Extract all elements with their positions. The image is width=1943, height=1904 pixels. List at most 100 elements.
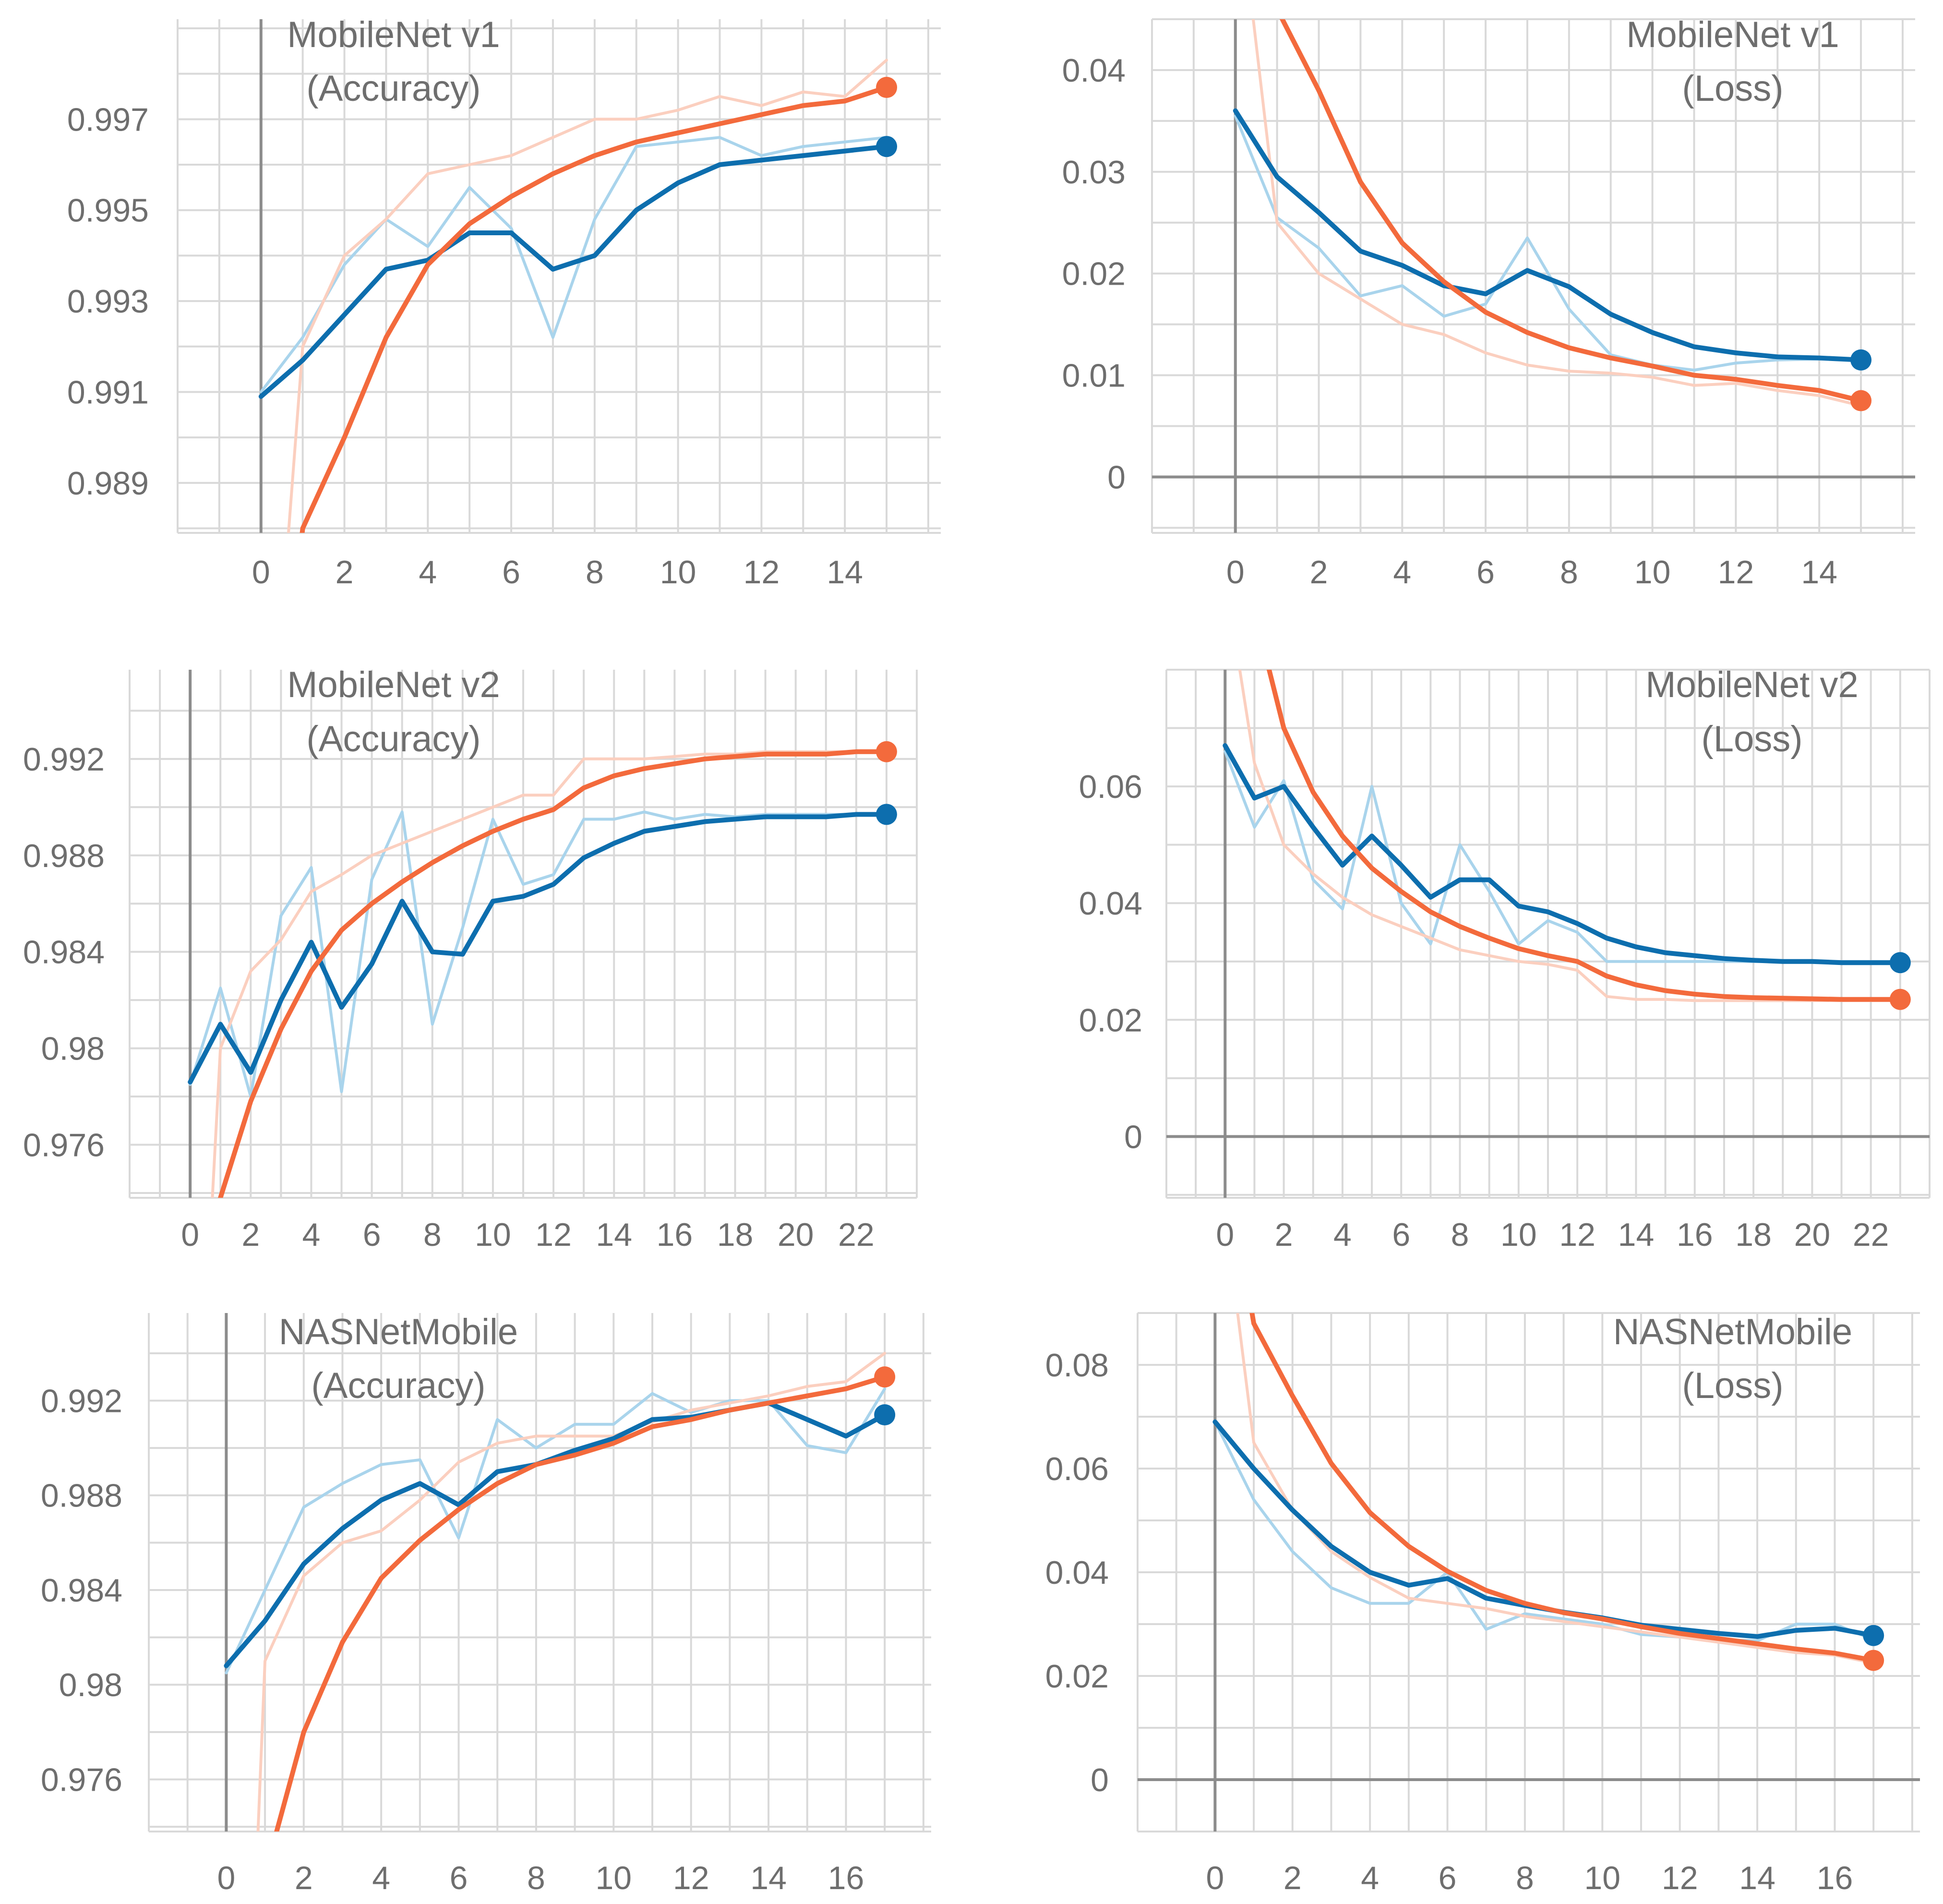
x-tick-label: 4 bbox=[419, 554, 437, 590]
y-tick-label: 0.04 bbox=[1045, 1555, 1109, 1591]
y-tick-label: 0.08 bbox=[1045, 1347, 1109, 1384]
chart-subtitle: (Loss) bbox=[1682, 1365, 1783, 1406]
y-tick-label: 0.06 bbox=[1045, 1451, 1109, 1487]
x-tick-label: 10 bbox=[1634, 554, 1671, 590]
x-tick-label: 4 bbox=[302, 1217, 321, 1253]
series-line-blue-smoothed bbox=[1223, 743, 1903, 965]
y-tick-label: 0.984 bbox=[41, 1572, 122, 1609]
chart-subtitle: (Accuracy) bbox=[306, 68, 480, 109]
series-endpoint-blue[interactable] bbox=[876, 804, 897, 825]
chart-subtitle: (Loss) bbox=[1701, 719, 1802, 759]
x-tick-label: 8 bbox=[1516, 1860, 1534, 1896]
series-line-orange-raw bbox=[287, 59, 888, 533]
x-tick-label: 0 bbox=[217, 1860, 235, 1896]
x-tick-label: 20 bbox=[778, 1217, 814, 1253]
series-line-orange-smoothed bbox=[1279, 19, 1863, 403]
x-tick-label: 14 bbox=[1739, 1860, 1775, 1896]
chart-subtitle: (Accuracy) bbox=[311, 1365, 485, 1406]
y-tick-label: 0.993 bbox=[67, 283, 149, 320]
x-tick-label: 12 bbox=[673, 1860, 709, 1896]
chart-title: NASNetMobile bbox=[1613, 1312, 1852, 1352]
plot-area bbox=[1223, 670, 1903, 1002]
x-tick-label: 2 bbox=[1275, 1217, 1293, 1253]
chart-panel-mnv2-acc: 0 2 4 6 8 10 12 14 16 18 20 22 0.976 0.98 0.984 0.988 0.… bbox=[23, 664, 918, 1253]
x-tick-label: 10 bbox=[1584, 1860, 1620, 1896]
x-tick-label: 12 bbox=[1559, 1217, 1595, 1253]
x-tick-label: 12 bbox=[744, 554, 780, 590]
series-line-blue-raw bbox=[259, 136, 888, 394]
x-tick-label: 12 bbox=[535, 1217, 572, 1253]
y-tick-label: 0.04 bbox=[1062, 52, 1126, 89]
x-tick-label: 4 bbox=[372, 1860, 390, 1896]
series-endpoint-orange[interactable] bbox=[876, 741, 897, 762]
plot-area bbox=[1233, 19, 1863, 408]
x-tick-label: 10 bbox=[475, 1217, 511, 1253]
y-tick-label: 0.988 bbox=[41, 1478, 122, 1514]
x-tick-label: 20 bbox=[1794, 1217, 1831, 1253]
x-tick-label: 6 bbox=[1392, 1217, 1410, 1253]
chart-subtitle: (Loss) bbox=[1682, 68, 1783, 109]
x-tick-label: 6 bbox=[450, 1860, 468, 1896]
y-tick-label: 0.98 bbox=[59, 1667, 122, 1703]
series-line-blue-raw bbox=[1213, 1420, 1875, 1642]
y-tick-label: 0.02 bbox=[1045, 1658, 1109, 1695]
x-tick-label: 16 bbox=[828, 1860, 864, 1896]
y-tick-label: 0 bbox=[1107, 459, 1126, 495]
plot-area bbox=[1212, 1313, 1876, 1664]
plot-area bbox=[224, 1351, 888, 1832]
y-tick-label: 0.976 bbox=[41, 1762, 122, 1798]
x-tick-label: 14 bbox=[1618, 1217, 1655, 1253]
y-tick-label: 0.04 bbox=[1079, 885, 1142, 922]
x-tick-label: 10 bbox=[595, 1860, 632, 1896]
chart-title: MobileNet v2 bbox=[287, 664, 500, 705]
series-line-orange-raw bbox=[1251, 19, 1862, 408]
series-endpoint-orange[interactable] bbox=[1889, 988, 1911, 1010]
series-line-blue-smoothed bbox=[258, 144, 889, 399]
y-tick-label: 0.992 bbox=[23, 741, 105, 778]
y-tick-label: 0 bbox=[1124, 1119, 1142, 1155]
series-endpoint-orange[interactable] bbox=[1863, 1650, 1884, 1671]
x-tick-label: 0 bbox=[252, 554, 270, 590]
y-tick-label: 0.991 bbox=[67, 374, 149, 410]
series-endpoint-blue[interactable] bbox=[874, 1404, 896, 1426]
x-tick-label: 16 bbox=[1677, 1217, 1713, 1253]
y-tick-label: 0.01 bbox=[1062, 358, 1126, 394]
x-tick-label: 4 bbox=[1393, 554, 1411, 590]
x-tick-label: 6 bbox=[1476, 554, 1495, 590]
y-tick-label: 0.02 bbox=[1079, 1002, 1142, 1038]
series-endpoint-blue[interactable] bbox=[876, 136, 898, 157]
series-line-blue-smoothed bbox=[188, 812, 889, 1085]
x-tick-label: 2 bbox=[336, 554, 354, 590]
x-tick-label: 14 bbox=[596, 1217, 632, 1253]
x-tick-label: 4 bbox=[1333, 1217, 1352, 1253]
x-tick-label: 18 bbox=[1735, 1217, 1772, 1253]
y-tick-label: 0.995 bbox=[67, 193, 149, 229]
chart-title: NASNetMobile bbox=[279, 1312, 518, 1352]
x-tick-label: 6 bbox=[363, 1217, 381, 1253]
series-endpoint-blue[interactable] bbox=[1863, 1625, 1884, 1646]
chart-panel-nas-loss: 0 2 4 6 8 10 12 14 16 0 0.02 0.04 0.06 0.08 NASNetMobi… bbox=[1045, 1312, 1920, 1896]
y-tick-label: 0.03 bbox=[1062, 154, 1126, 191]
x-tick-label: 16 bbox=[1817, 1860, 1853, 1896]
series-line-orange-smoothed bbox=[1249, 1313, 1876, 1663]
chart-panel-nas-acc: 0 2 4 6 8 10 12 14 16 0.976 0.98 0.984 0.988 0.992 NAS… bbox=[41, 1312, 931, 1896]
series-endpoint-blue[interactable] bbox=[1889, 952, 1911, 974]
series-line-orange-raw bbox=[1236, 1313, 1875, 1664]
chart-panel-mnv1-acc: 0 2 4 6 8 10 12 14 0.989 0.991 0.993 0.995 0.997 Mobi… bbox=[67, 14, 941, 590]
x-tick-label: 22 bbox=[1853, 1217, 1889, 1253]
series-endpoint-orange[interactable] bbox=[876, 77, 898, 98]
series-endpoint-blue[interactable] bbox=[1850, 349, 1872, 371]
y-tick-label: 0 bbox=[1091, 1762, 1109, 1798]
series-endpoint-orange[interactable] bbox=[1850, 390, 1872, 411]
x-tick-label: 0 bbox=[181, 1217, 199, 1253]
series-endpoint-orange[interactable] bbox=[874, 1366, 896, 1388]
x-tick-label: 8 bbox=[423, 1217, 442, 1253]
chart-title: MobileNet v1 bbox=[1626, 14, 1839, 55]
x-tick-label: 0 bbox=[1216, 1217, 1234, 1253]
x-tick-label: 8 bbox=[1560, 554, 1578, 590]
y-tick-label: 0.989 bbox=[67, 465, 149, 502]
y-tick-label: 0.988 bbox=[23, 838, 105, 874]
x-tick-label: 2 bbox=[1310, 554, 1328, 590]
x-tick-label: 12 bbox=[1718, 554, 1754, 590]
